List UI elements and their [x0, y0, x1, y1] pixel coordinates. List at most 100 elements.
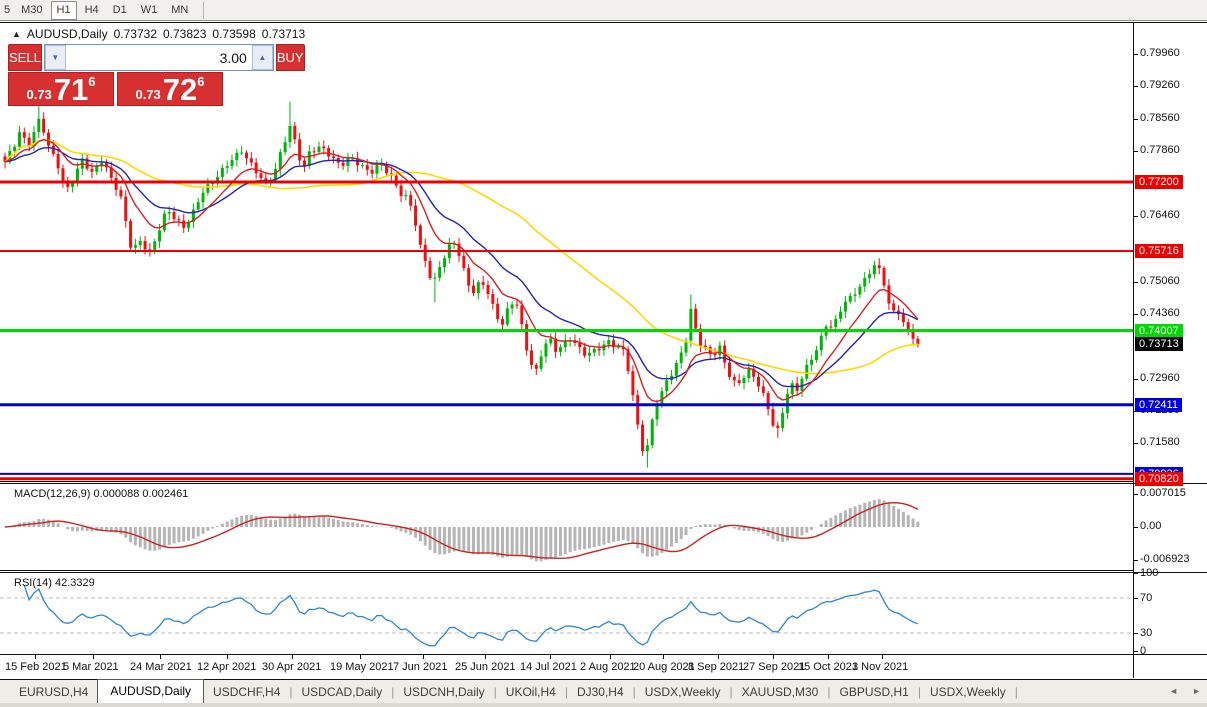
low-value: 0.73598	[212, 27, 256, 41]
tab-scroll-controls: ◄ ►	[1169, 686, 1201, 696]
volume-decrease-button[interactable]: ▼	[44, 45, 66, 70]
open-value: 0.73732	[113, 27, 157, 41]
chart-tab-eurusd-h4[interactable]: EURUSD,H4	[19, 685, 89, 699]
date-label: 20 Aug 2021	[633, 661, 695, 673]
tab-separator: |	[564, 685, 568, 699]
window-bottom-edge	[0, 703, 1207, 707]
date-tick	[292, 655, 293, 659]
price-tick-label: 0.74360	[1140, 307, 1180, 320]
chart-tab-usdx-weekly[interactable]: USDX,Weekly	[644, 685, 721, 699]
macd-indicator-canvas[interactable]	[0, 484, 1133, 570]
timeframe-button-5[interactable]: 5	[4, 4, 11, 16]
close-value: 0.73713	[261, 27, 306, 41]
price-tick-label: 0.78560	[1140, 111, 1180, 124]
price-panel-bottom-border	[0, 481, 1133, 482]
rsi-tick	[1133, 633, 1138, 634]
macd-tick	[1133, 527, 1138, 528]
date-tick	[610, 655, 611, 659]
symbol-period-label: AUDUSD,Daily	[26, 27, 108, 41]
price-tick	[1133, 151, 1138, 153]
rsi-tick-label: 100	[1140, 567, 1159, 579]
date-label: 14 Jul 2021	[520, 661, 577, 673]
rsi-tick-label: 0	[1140, 645, 1147, 657]
volume-increase-button[interactable]: ▲	[251, 45, 273, 70]
timeframe-button-mn[interactable]: MN	[171, 4, 189, 16]
rsi-tick	[1133, 651, 1138, 652]
macd-tick-label: 0.007015	[1140, 487, 1186, 500]
tab-scroll-left-icon[interactable]: ◄	[1169, 686, 1179, 696]
collapse-panel-icon[interactable]: ▲	[12, 29, 21, 39]
price-chart-canvas[interactable]	[0, 22, 1133, 481]
macd-tick	[1133, 494, 1138, 496]
buy-price-prefix: 0.73	[135, 87, 161, 102]
date-tick	[360, 655, 361, 659]
tab-scroll-right-icon[interactable]: ►	[1192, 686, 1201, 696]
price-tick	[1133, 281, 1138, 283]
date-label: 15 Feb 2021	[5, 661, 67, 673]
macd-panel-bottom-border	[0, 570, 1133, 571]
volume-input[interactable]	[65, 45, 252, 70]
chart-tab-usdcnh-daily[interactable]: USDCNH,Daily	[403, 685, 485, 699]
tab-separator: |	[1014, 685, 1018, 699]
chart-tab-usdchf-h4[interactable]: USDCHF,H4	[213, 685, 281, 699]
date-label: 5 Mar 2021	[63, 661, 119, 673]
rsi-indicator-canvas[interactable]	[0, 572, 1133, 654]
chart-ohlc-header: ▲ AUDUSD,Daily 0.73732 0.73823 0.73598 0…	[12, 27, 305, 41]
price-tick-label: 0.72960	[1140, 372, 1180, 385]
price-tick	[1133, 53, 1138, 55]
macd-tick-label: 0.00	[1140, 520, 1162, 532]
date-tick	[423, 655, 424, 659]
price-tick-label: 0.75060	[1140, 274, 1180, 287]
date-label: 2 Aug 2021	[580, 661, 636, 673]
date-tick	[773, 655, 774, 659]
buy-price-big: 72	[162, 72, 198, 107]
date-label: 15 Oct 2021	[798, 661, 858, 673]
date-tick	[485, 655, 486, 659]
date-label: 7 Jun 2021	[393, 661, 448, 673]
buy-button[interactable]: BUY	[275, 44, 305, 71]
tab-separator: |	[827, 685, 831, 699]
date-label: 25 Jun 2021	[455, 661, 516, 673]
chart-tab-audusd-daily[interactable]: AUDUSD,Daily	[97, 679, 205, 703]
chart-tab-usdx-weekly[interactable]: USDX,Weekly	[929, 685, 1006, 699]
high-value: 0.73823	[163, 27, 207, 41]
timeframe-button-d1[interactable]: D1	[112, 4, 127, 16]
price-tick	[1133, 443, 1138, 445]
current-price-label: 0.73713	[1135, 337, 1183, 352]
price-level-label: 0.77200	[1135, 175, 1183, 189]
date-tick	[828, 655, 829, 659]
price-tick	[1133, 118, 1138, 120]
chart-tab-usdcad-daily[interactable]: USDCAD,Daily	[301, 685, 383, 699]
chart-tab-dj30-h4[interactable]: DJ30,H4	[576, 685, 624, 699]
chart-tab-ukoil-h4[interactable]: UKOil,H4	[505, 685, 556, 699]
buy-price-button[interactable]: 0.73 72 6	[117, 72, 223, 106]
timeframe-button-h4[interactable]: H4	[84, 4, 99, 16]
macd-tick	[1133, 559, 1138, 561]
chart-tab-bar: EURUSD,H4 AUDUSD,Daily USDCHF,H4 | USDCAD,Da…	[0, 679, 1207, 703]
sell-price-button[interactable]: 0.73 71 6	[8, 72, 114, 106]
sell-button[interactable]: SELL	[8, 44, 42, 71]
timeframe-button-w1[interactable]: W1	[140, 4, 158, 16]
macd-panel-top-border	[0, 483, 1207, 484]
tab-separator: |	[917, 685, 921, 699]
date-tick	[227, 655, 228, 659]
price-tick-label: 0.77860	[1140, 144, 1180, 157]
timeframe-button-m30[interactable]: M30	[21, 4, 43, 16]
macd-label: MACD(12,26,9) 0.000088 0.002461	[14, 488, 189, 500]
price-level-label: 0.72411	[1135, 397, 1182, 412]
chart-tab-gbpusd-h1[interactable]: GBPUSD,H1	[839, 685, 909, 699]
timeframe-button-h1[interactable]: H1	[50, 0, 77, 20]
chart-tab-xauusd-m30[interactable]: XAUUSD,M30	[741, 685, 819, 699]
price-tick-label: 0.79260	[1140, 79, 1180, 92]
tab-separator: |	[493, 685, 497, 699]
rsi-tick	[1133, 573, 1138, 574]
sell-price-pipette: 6	[88, 74, 96, 89]
tab-separator: |	[289, 685, 293, 699]
tab-separator: |	[632, 685, 636, 699]
date-tick	[550, 655, 551, 659]
rsi-tick-label: 30	[1140, 627, 1153, 639]
date-label: 19 May 2021	[330, 661, 394, 673]
date-tick	[882, 655, 883, 659]
date-label: 30 Apr 2021	[262, 661, 322, 673]
price-tick-label: 0.76460	[1140, 209, 1180, 222]
